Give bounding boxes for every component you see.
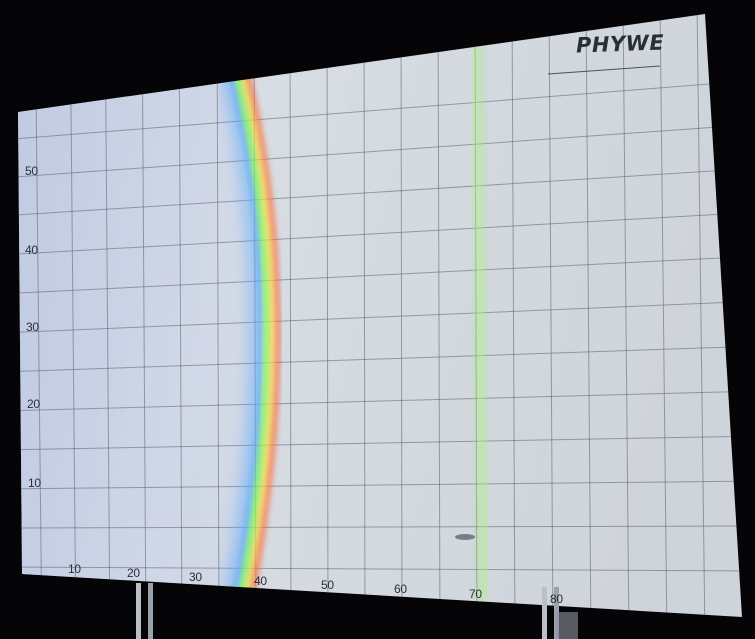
x-tick-label: 70 — [469, 587, 482, 601]
smudge-mark — [455, 534, 475, 540]
brand-underline — [547, 65, 661, 75]
green-vertical-band — [463, 19, 497, 617]
y-tick-label: 10 — [28, 476, 41, 490]
x-tick-label: 30 — [189, 570, 202, 584]
y-tick-label: 40 — [25, 243, 38, 257]
grid-horizontal-lines — [18, 79, 742, 572]
y-tick-label: 20 — [27, 397, 40, 411]
rainbow-arc — [215, 68, 281, 617]
x-tick-label: 20 — [127, 566, 140, 580]
screen-stand — [136, 583, 578, 639]
x-tick-label: 50 — [321, 578, 334, 592]
x-tick-label: 80 — [550, 592, 563, 606]
y-tick-label: 30 — [26, 320, 39, 334]
y-tick-label: 50 — [25, 164, 38, 178]
x-tick-label: 10 — [68, 562, 81, 576]
x-tick-label: 40 — [254, 574, 267, 588]
ring-interior-wash — [18, 14, 252, 617]
brand-logo: PHYWE — [575, 30, 665, 58]
x-tick-label: 60 — [394, 582, 407, 596]
